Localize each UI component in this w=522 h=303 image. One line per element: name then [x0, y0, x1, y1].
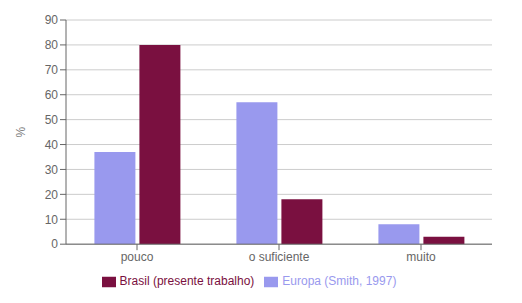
- svg-text:90: 90: [45, 13, 59, 27]
- svg-text:20: 20: [45, 188, 59, 202]
- html-text:Brasil (presente trabalho): Brasil (presente trabalho): [119, 274, 255, 289]
- svg-text:70: 70: [45, 63, 59, 77]
- svg-text:o suficiente: o suficiente: [249, 250, 310, 264]
- svg-text:40: 40: [45, 138, 59, 152]
- svg-text:60: 60: [45, 88, 59, 102]
- svg-text:50: 50: [45, 113, 59, 127]
- svg-text:%: %: [14, 126, 28, 137]
- svg-text:0: 0: [51, 237, 58, 251]
- svg-text:pouco: pouco: [121, 250, 154, 264]
- svg-text:30: 30: [45, 163, 59, 177]
- svg-text:10: 10: [45, 213, 59, 227]
- html-text:Europa (Smith, 1997): Europa (Smith, 1997): [282, 274, 397, 289]
- svg-text:muito: muito: [406, 250, 436, 264]
- svg-text:80: 80: [45, 38, 59, 52]
